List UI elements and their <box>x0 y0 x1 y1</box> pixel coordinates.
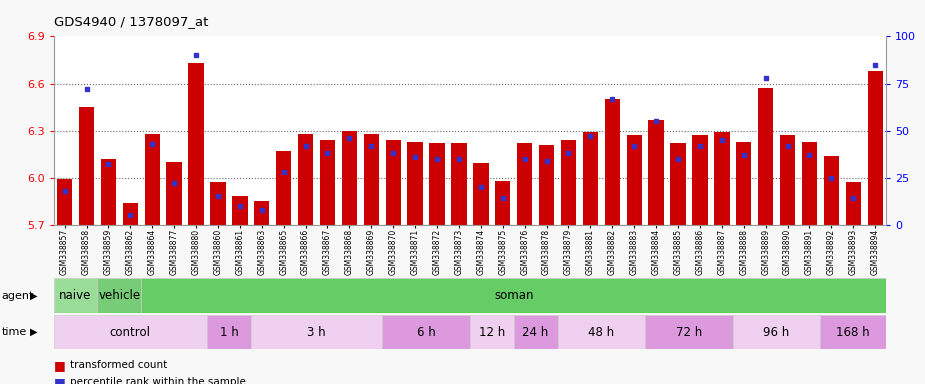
Bar <box>298 134 314 225</box>
Bar <box>166 162 182 225</box>
Bar <box>364 134 379 225</box>
Text: 48 h: 48 h <box>588 326 614 339</box>
Bar <box>189 63 204 225</box>
Text: 6 h: 6 h <box>416 326 436 339</box>
Bar <box>341 131 357 225</box>
Text: percentile rank within the sample: percentile rank within the sample <box>70 377 246 384</box>
Bar <box>692 135 708 225</box>
Text: vehicle: vehicle <box>98 289 141 302</box>
Text: 72 h: 72 h <box>676 326 702 339</box>
Bar <box>645 315 733 349</box>
Bar <box>101 159 117 225</box>
Text: 168 h: 168 h <box>836 326 870 339</box>
Bar <box>470 315 513 349</box>
Text: GDS4940 / 1378097_at: GDS4940 / 1378097_at <box>54 15 208 28</box>
Text: soman: soman <box>494 289 534 302</box>
Bar <box>495 181 511 225</box>
Bar <box>539 145 554 225</box>
Text: 3 h: 3 h <box>307 326 326 339</box>
Bar <box>79 107 94 225</box>
Text: time: time <box>2 327 27 337</box>
Bar <box>780 135 796 225</box>
Text: 1 h: 1 h <box>219 326 239 339</box>
Bar <box>276 151 291 225</box>
Bar <box>648 119 664 225</box>
Bar <box>123 203 138 225</box>
Text: ■: ■ <box>54 376 66 384</box>
Bar <box>254 201 269 225</box>
Bar <box>429 143 445 225</box>
Text: naive: naive <box>59 289 92 302</box>
Text: 24 h: 24 h <box>523 326 549 339</box>
Bar <box>820 315 886 349</box>
Bar <box>451 143 466 225</box>
Bar <box>802 142 817 225</box>
Bar <box>54 278 97 313</box>
Text: ▶: ▶ <box>30 327 37 337</box>
Bar <box>626 135 642 225</box>
Bar <box>142 278 886 313</box>
Bar <box>382 315 470 349</box>
Text: ▶: ▶ <box>30 291 37 301</box>
Bar <box>733 315 820 349</box>
Bar <box>97 278 142 313</box>
Bar <box>57 179 72 225</box>
Bar <box>561 140 576 225</box>
Bar <box>513 315 558 349</box>
Bar <box>210 182 226 225</box>
Bar <box>823 156 839 225</box>
Bar <box>517 143 533 225</box>
Bar <box>207 315 251 349</box>
Bar <box>845 182 861 225</box>
Text: 12 h: 12 h <box>478 326 505 339</box>
Text: ■: ■ <box>54 359 66 372</box>
Bar <box>232 197 248 225</box>
Bar <box>758 88 773 225</box>
Bar <box>558 315 645 349</box>
Bar <box>144 134 160 225</box>
Bar <box>408 142 423 225</box>
Bar <box>386 140 401 225</box>
Text: control: control <box>110 326 151 339</box>
Text: 96 h: 96 h <box>763 326 790 339</box>
Text: agent: agent <box>2 291 34 301</box>
Bar <box>54 315 207 349</box>
Bar <box>474 164 488 225</box>
Bar <box>736 142 751 225</box>
Text: transformed count: transformed count <box>70 360 167 370</box>
Bar <box>605 99 620 225</box>
Bar <box>320 140 335 225</box>
Bar <box>583 132 598 225</box>
Bar <box>714 132 730 225</box>
Bar <box>251 315 382 349</box>
Bar <box>868 71 882 225</box>
Bar <box>671 143 685 225</box>
